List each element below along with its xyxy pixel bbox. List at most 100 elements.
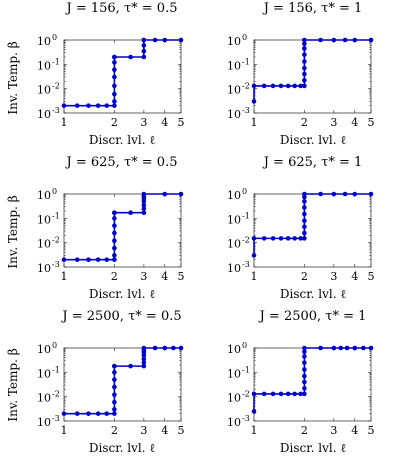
data-point (302, 205, 307, 210)
data-point (278, 83, 284, 89)
x-tick-label: 5 (178, 424, 185, 437)
x-axis-label: Discr. lvl. ℓ (89, 287, 155, 301)
data-point (285, 236, 291, 241)
data-point (141, 48, 147, 54)
data-point (162, 37, 168, 43)
data-point (178, 37, 184, 43)
data-point (344, 345, 350, 351)
x-tick-label: 2 (111, 116, 118, 129)
data-point (302, 46, 307, 51)
x-tick-label: 3 (140, 424, 147, 437)
x-tick-label: 5 (368, 270, 375, 283)
data-point (261, 83, 267, 89)
x-tick-label: 2 (301, 424, 308, 437)
x-axis-label: Discr. lvl. ℓ (280, 133, 346, 147)
data-point (61, 103, 67, 108)
chart-panel-1: J = 156, τ* = 0.5 Inv. Temp. β Discr. lv… (6, 1, 185, 147)
series-line (253, 39, 371, 102)
data-point (302, 230, 307, 236)
y-tick-label: 10 (227, 262, 241, 275)
data-point (368, 37, 374, 43)
x-tick-label: 1 (251, 424, 258, 437)
data-point (95, 257, 101, 262)
data-point (112, 91, 117, 97)
data-point (298, 83, 303, 89)
y-tick-exponent: -3 (52, 106, 60, 115)
data-point (112, 363, 117, 369)
data-point (112, 238, 117, 244)
data-point (352, 191, 358, 197)
data-point (292, 83, 297, 89)
data-point (141, 43, 147, 48)
data-point (152, 37, 158, 43)
data-point (141, 356, 147, 362)
data-point (251, 83, 257, 89)
data-point (141, 202, 147, 208)
data-point (128, 210, 133, 216)
data-point (292, 391, 297, 397)
x-tick-label: 1 (251, 270, 258, 283)
x-tick-label: 5 (368, 424, 375, 437)
plot-area (63, 347, 182, 422)
y-tick-label: 10 (37, 416, 51, 429)
x-tick-label: 4 (161, 270, 168, 283)
data-point (251, 391, 257, 397)
data-point (74, 411, 80, 416)
data-point (112, 230, 117, 236)
plot-area (253, 193, 372, 268)
y-tick-exponent: 0 (242, 341, 247, 350)
data-point (86, 257, 91, 262)
y-tick-label: 10 (37, 108, 51, 121)
y-tick-label: 10 (37, 392, 51, 405)
x-tick-label: 1 (61, 424, 68, 437)
data-point (261, 236, 267, 241)
data-point (112, 99, 117, 104)
y-tick-exponent: -2 (242, 236, 250, 245)
y-tick-exponent: 0 (52, 33, 57, 42)
y-tick-label: 10 (37, 343, 51, 356)
data-point (74, 257, 80, 262)
data-point (141, 37, 147, 43)
data-point (128, 54, 133, 60)
x-tick-label: 1 (251, 116, 258, 129)
x-tick-label: 3 (330, 424, 337, 437)
y-tick-label: 10 (227, 189, 241, 202)
x-axis-label: Discr. lvl. ℓ (280, 287, 346, 301)
plot-area (63, 193, 182, 268)
y-tick-exponent: -2 (52, 82, 60, 91)
y-tick-label: 10 (37, 262, 51, 275)
y-tick-label: 10 (227, 59, 241, 72)
y-axis-label: Inv. Temp. β (6, 195, 20, 268)
y-axis-label: Inv. Temp. β (6, 348, 20, 421)
data-point (112, 223, 117, 228)
data-point (112, 370, 117, 375)
data-point (86, 103, 91, 108)
x-tick-label: 3 (330, 270, 337, 283)
data-point (302, 386, 307, 391)
x-tick-label: 1 (61, 270, 68, 283)
data-point (112, 411, 117, 416)
data-point (104, 411, 110, 416)
y-tick-exponent: -3 (52, 414, 60, 423)
plot-area (253, 347, 372, 422)
data-point (302, 354, 307, 359)
chart-panel-6: J = 2500, τ* = 1 Discr. lvl. ℓ 1 2 3 4 510 -3… (227, 309, 375, 455)
y-tick-label: 10 (227, 343, 241, 356)
data-point (302, 236, 307, 241)
data-point (141, 363, 147, 369)
y-tick-label: 10 (37, 59, 51, 72)
data-point (278, 391, 284, 397)
chart-title: J = 156, τ* = 1 (262, 1, 363, 16)
x-tick-label: 2 (301, 270, 308, 283)
y-tick-exponent: -2 (52, 390, 60, 399)
data-point (95, 103, 101, 108)
x-axis-label: Discr. lvl. ℓ (89, 133, 155, 147)
data-point (112, 245, 117, 251)
data-point (302, 367, 307, 372)
data-point (261, 391, 267, 397)
y-tick-exponent: -3 (52, 260, 60, 269)
data-point (352, 345, 358, 351)
y-tick-exponent: 0 (52, 341, 57, 350)
data-point (298, 391, 303, 397)
